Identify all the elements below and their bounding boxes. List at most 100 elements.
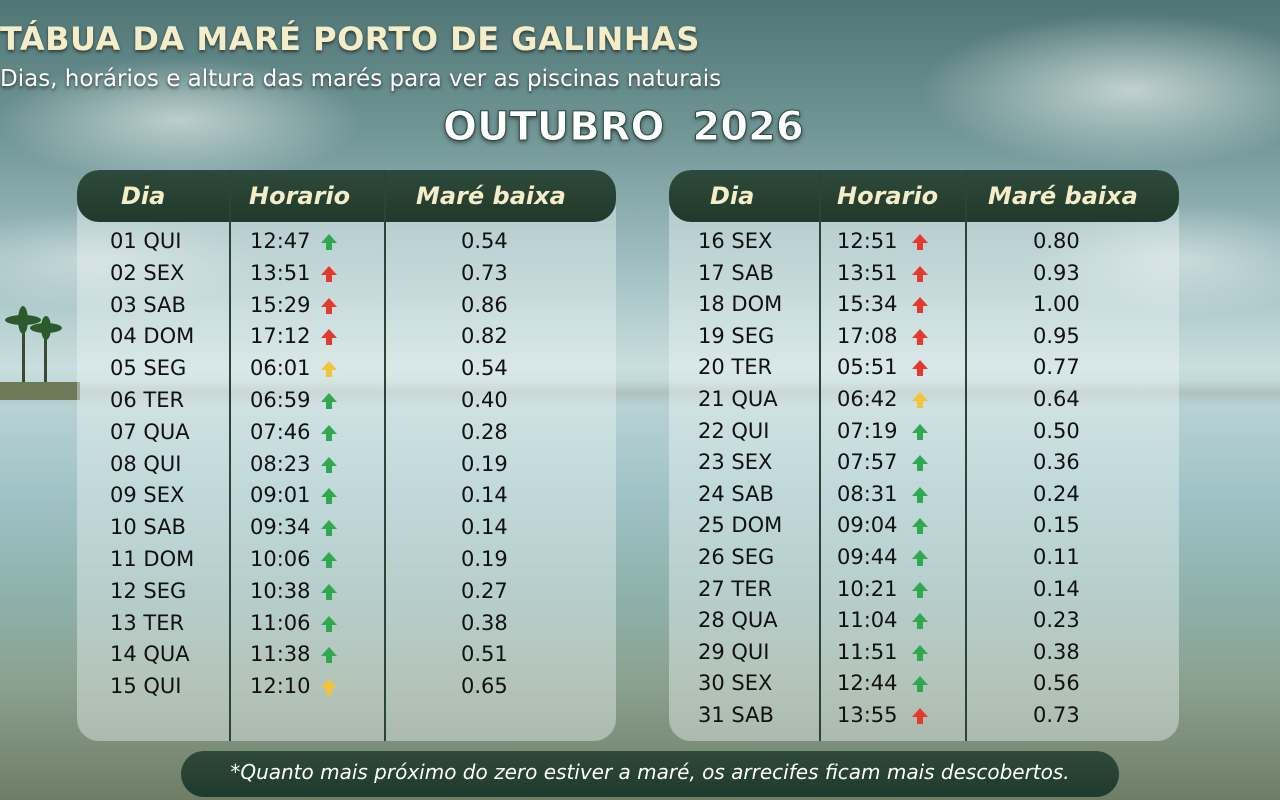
table-row: 01 QUI 12:47 0.54 <box>77 226 616 257</box>
time-cell: 06:01 <box>250 356 311 381</box>
column-header-mare: Maré baixa <box>416 182 566 210</box>
arrow-up-red-icon <box>912 265 928 282</box>
table-row: 04 DOM 17:12 0.82 <box>77 321 616 352</box>
time-cell: 13:51 <box>250 260 311 285</box>
day-cell: 02 SEX <box>110 260 185 285</box>
time-cell: 12:10 <box>250 674 311 699</box>
low-tide-height-cell: 0.93 <box>1033 260 1080 285</box>
table-row: 30 SEX 12:44 0.56 <box>669 668 1179 699</box>
time-cell: 11:06 <box>250 610 311 635</box>
day-cell: 25 DOM <box>698 513 783 538</box>
arrow-up-green-icon <box>912 581 928 598</box>
day-cell: 11 DOM <box>110 547 195 571</box>
low-tide-height-cell: 0.27 <box>461 578 508 603</box>
column-header-dia: Dia <box>710 182 755 210</box>
arrow-up-yellow-icon <box>321 679 337 696</box>
arrow-up-green-icon <box>321 552 337 568</box>
table-row: 17 SAB 13:51 0.93 <box>669 258 1179 289</box>
time-cell: 11:51 <box>837 639 898 664</box>
column-header-horario: Horario <box>837 182 939 210</box>
day-cell: 21 QUA <box>698 387 778 411</box>
day-cell: 06 TER <box>110 388 185 412</box>
footer-note: *Quanto mais próximo do zero estiver a m… <box>230 760 1070 784</box>
day-cell: 29 QUI <box>698 639 770 664</box>
low-tide-height-cell: 0.23 <box>1033 608 1080 633</box>
time-cell: 12:51 <box>837 229 898 253</box>
time-cell: 17:08 <box>837 323 898 348</box>
day-cell: 23 SEX <box>698 450 773 475</box>
table-row: 13 TER 11:06 0.38 <box>77 608 616 639</box>
table-row: 10 SAB 09:34 0.14 <box>77 512 616 543</box>
time-cell: 09:34 <box>250 515 311 540</box>
low-tide-height-cell: 0.80 <box>1033 229 1080 253</box>
tide-table-left: Dia Horario Maré baixa 01 QUI 12:47 0.54 02… <box>77 170 616 741</box>
low-tide-height-cell: 0.14 <box>1033 576 1080 601</box>
table-row: 23 SEX 07:57 0.36 <box>669 447 1179 478</box>
table-row: 19 SEG 17:08 0.95 <box>669 321 1179 352</box>
time-cell: 10:38 <box>250 578 311 603</box>
arrow-up-green-icon <box>321 615 337 632</box>
arrow-up-green-icon <box>912 644 928 661</box>
low-tide-height-cell: 0.15 <box>1033 513 1080 538</box>
table-row: 02 SEX 13:51 0.73 <box>77 258 616 289</box>
time-cell: 09:44 <box>837 545 898 569</box>
arrow-up-yellow-icon <box>912 392 928 408</box>
table-header: Dia Horario Maré baixa <box>669 170 1179 222</box>
table-row: 03 SAB 15:29 0.86 <box>77 290 616 321</box>
low-tide-height-cell: 0.73 <box>461 260 508 285</box>
arrow-up-green-icon <box>321 583 337 600</box>
time-cell: 11:04 <box>837 608 898 633</box>
table-row: 11 DOM 10:06 0.19 <box>77 544 616 575</box>
column-header-horario: Horario <box>249 182 351 210</box>
table-row: 16 SEX 12:51 0.80 <box>669 226 1179 257</box>
low-tide-height-cell: 1.00 <box>1033 292 1080 317</box>
day-cell: 24 SAB <box>698 481 774 506</box>
time-cell: 10:06 <box>250 547 311 571</box>
table-row: 27 TER 10:21 0.14 <box>669 574 1179 605</box>
arrow-up-green-icon <box>321 234 337 250</box>
column-divider <box>819 170 821 741</box>
low-tide-height-cell: 0.14 <box>461 483 508 508</box>
low-tide-height-cell: 0.50 <box>1033 418 1080 443</box>
day-cell: 30 SEX <box>698 671 773 696</box>
time-cell: 10:21 <box>837 576 898 601</box>
table-row: 08 QUI 08:23 0.19 <box>77 449 616 480</box>
time-cell: 07:46 <box>250 419 311 444</box>
arrow-up-red-icon <box>912 297 928 314</box>
table-row: 07 QUA 07:46 0.28 <box>77 417 616 448</box>
table-row: 05 SEG 06:01 0.54 <box>77 353 616 384</box>
time-cell: 08:31 <box>837 481 898 506</box>
low-tide-height-cell: 0.64 <box>1033 387 1080 411</box>
low-tide-height-cell: 0.14 <box>461 515 508 540</box>
day-cell: 17 SAB <box>698 260 774 285</box>
day-cell: 20 TER <box>698 355 773 380</box>
arrow-up-green-icon <box>912 455 928 472</box>
page-title: TÁBUA DA MARÉ PORTO DE GALINHAS <box>0 20 700 58</box>
table-row: 24 SAB 08:31 0.24 <box>669 479 1179 510</box>
time-cell: 15:34 <box>837 292 898 317</box>
low-tide-height-cell: 0.38 <box>461 610 508 635</box>
day-cell: 28 QUA <box>698 608 778 633</box>
month-heading: OUTUBRO 2026 <box>443 104 805 151</box>
low-tide-height-cell: 0.38 <box>1033 639 1080 664</box>
low-tide-height-cell: 0.54 <box>461 356 508 381</box>
low-tide-height-cell: 0.11 <box>1033 545 1080 569</box>
day-cell: 18 DOM <box>698 292 783 317</box>
day-cell: 04 DOM <box>110 324 195 349</box>
time-cell: 15:29 <box>250 292 311 317</box>
day-cell: 10 SAB <box>110 515 186 540</box>
arrow-up-green-icon <box>321 488 337 505</box>
low-tide-height-cell: 0.56 <box>1033 671 1080 696</box>
low-tide-height-cell: 0.77 <box>1033 355 1080 380</box>
horizon-shoreline <box>0 380 1280 406</box>
table-row: 15 QUI 12:10 0.65 <box>77 671 616 702</box>
arrow-up-red-icon <box>912 328 928 345</box>
arrow-up-green-icon <box>321 520 337 537</box>
time-cell: 06:42 <box>837 387 898 411</box>
table-row: 29 QUI 11:51 0.38 <box>669 637 1179 668</box>
arrow-up-green-icon <box>912 676 928 693</box>
footer-note-banner: *Quanto mais próximo do zero estiver a m… <box>181 751 1119 797</box>
low-tide-height-cell: 0.82 <box>461 324 508 349</box>
arrow-up-red-icon <box>321 265 337 282</box>
day-cell: 15 QUI <box>110 674 182 699</box>
